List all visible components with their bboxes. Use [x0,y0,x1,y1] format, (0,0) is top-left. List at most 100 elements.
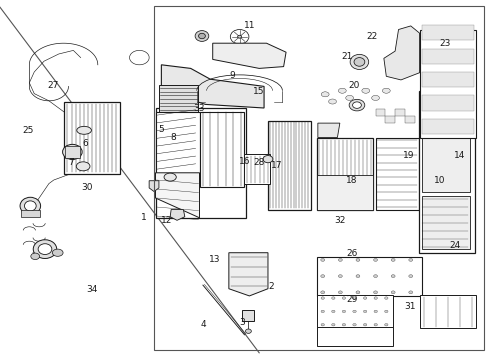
Ellipse shape [77,126,91,134]
Text: 12: 12 [160,216,172,225]
Polygon shape [383,26,419,80]
Ellipse shape [20,197,41,215]
Polygon shape [394,109,404,116]
Bar [316,295,392,328]
Ellipse shape [245,329,251,333]
Text: 24: 24 [448,241,460,250]
Text: 27: 27 [47,81,59,90]
Text: 13: 13 [209,255,221,264]
Ellipse shape [338,275,342,278]
Polygon shape [170,210,184,220]
Bar [421,72,473,87]
Ellipse shape [352,297,355,300]
Ellipse shape [230,30,248,44]
Text: 17: 17 [270,161,282,170]
Text: 20: 20 [348,81,360,90]
Text: 1: 1 [141,213,147,222]
Bar [242,310,254,321]
Text: 31: 31 [403,302,415,311]
Text: 16: 16 [238,157,250,166]
Bar [419,295,475,328]
Text: 5: 5 [158,125,164,134]
Ellipse shape [263,156,272,163]
Text: 25: 25 [22,126,34,135]
Ellipse shape [62,144,82,159]
Ellipse shape [373,275,377,278]
Polygon shape [404,116,414,123]
Text: 21: 21 [341,52,352,61]
Ellipse shape [163,173,176,181]
Bar [419,30,475,138]
Text: 28: 28 [253,158,264,167]
Ellipse shape [348,99,364,111]
Ellipse shape [338,258,342,261]
Ellipse shape [373,310,377,312]
Ellipse shape [320,297,324,300]
Text: 4: 4 [200,320,205,329]
Bar [316,138,372,210]
Ellipse shape [342,297,345,300]
Ellipse shape [371,95,379,100]
Bar [64,146,80,158]
Polygon shape [385,116,394,123]
Bar [199,112,243,187]
Ellipse shape [198,33,205,39]
Text: 33: 33 [193,104,205,113]
Ellipse shape [31,253,40,260]
Bar [418,91,474,253]
Text: 18: 18 [346,176,357,185]
Text: 26: 26 [346,249,357,258]
Ellipse shape [352,323,355,326]
Ellipse shape [331,310,334,312]
Bar [20,210,40,217]
Text: 32: 32 [333,216,345,225]
Ellipse shape [382,88,389,93]
Ellipse shape [363,323,366,326]
Ellipse shape [355,258,359,261]
Ellipse shape [408,291,412,294]
Ellipse shape [52,249,63,256]
Ellipse shape [338,291,342,294]
Bar [421,119,473,134]
Ellipse shape [328,99,336,104]
Bar [316,175,372,210]
Ellipse shape [373,323,377,326]
Ellipse shape [331,297,334,300]
Ellipse shape [33,240,57,258]
Ellipse shape [38,244,52,255]
Ellipse shape [349,54,368,69]
Ellipse shape [320,291,324,294]
Ellipse shape [355,291,359,294]
Bar [421,25,473,40]
Polygon shape [161,65,264,108]
Polygon shape [149,181,159,192]
Ellipse shape [408,275,412,278]
Ellipse shape [390,275,394,278]
Text: 9: 9 [229,71,235,80]
Text: 29: 29 [346,295,357,304]
Bar [63,102,120,174]
Ellipse shape [237,35,241,38]
Ellipse shape [373,258,377,261]
Ellipse shape [24,201,36,211]
Ellipse shape [361,88,369,93]
Polygon shape [317,123,339,138]
Ellipse shape [345,95,353,100]
Polygon shape [155,173,199,218]
Ellipse shape [320,275,324,278]
Text: 11: 11 [243,21,255,30]
Text: 10: 10 [433,176,445,185]
Polygon shape [375,109,385,116]
Ellipse shape [320,258,324,261]
Ellipse shape [390,291,394,294]
Bar [155,108,245,218]
Text: 3: 3 [239,318,244,327]
Text: 6: 6 [82,139,88,148]
Ellipse shape [76,162,90,171]
Ellipse shape [352,310,355,312]
Ellipse shape [342,310,345,312]
Ellipse shape [373,291,377,294]
Text: 2: 2 [268,282,274,291]
Bar [375,138,418,210]
Ellipse shape [331,323,334,326]
